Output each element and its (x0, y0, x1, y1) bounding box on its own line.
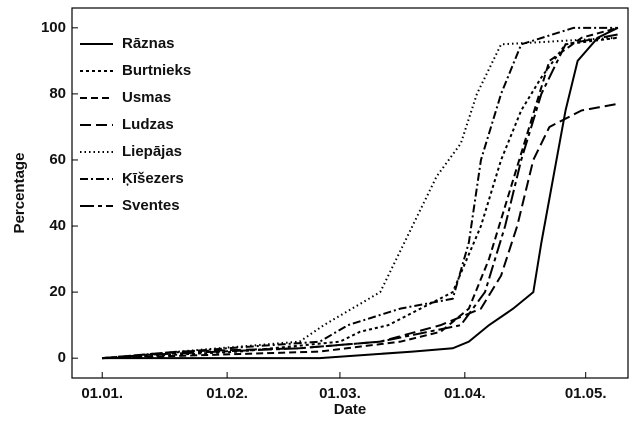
series-line (102, 36, 619, 360)
y-tick-label: 0 (58, 349, 66, 366)
plot-frame (71, 7, 629, 379)
x-tick-label: 01.01. (81, 385, 123, 402)
y-tick-label: 80 (49, 85, 66, 102)
x-tick-label: 01.05. (565, 385, 607, 402)
legend-label: Liepājas (122, 143, 182, 160)
legend-label: Ludzas (122, 116, 174, 133)
series-line (102, 102, 619, 360)
legend-label: Usmas (122, 89, 171, 106)
legend-label: Ķīšezers (122, 170, 184, 187)
x-tick-label: 01.04. (444, 385, 486, 402)
y-tick-label: 60 (49, 151, 66, 168)
x-tick-label: 01.02. (206, 385, 248, 402)
y-axis-label: Percentage (11, 153, 28, 234)
series-line (102, 33, 619, 360)
series-line (102, 36, 618, 360)
legend-label: Rāznas (122, 35, 175, 52)
y-tick-label: 100 (41, 19, 66, 36)
legend-label: Burtnieks (122, 62, 191, 79)
x-axis-label: Date (334, 401, 367, 418)
series-line (102, 26, 619, 360)
y-tick-label: 40 (49, 217, 66, 234)
x-tick-label: 01.03. (319, 385, 361, 402)
legend-label: Sventes (122, 197, 180, 214)
y-tick-label: 20 (49, 283, 66, 300)
series-line (102, 26, 618, 360)
